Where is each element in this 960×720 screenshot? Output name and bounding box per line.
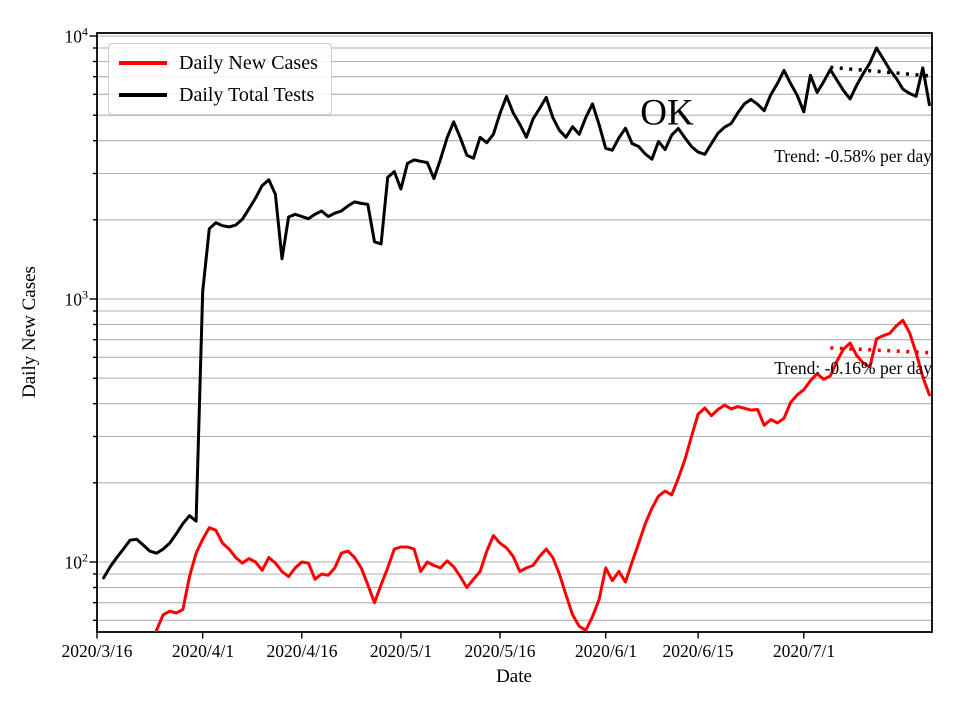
series-line-daily-total-tests	[102, 46, 931, 580]
x-tick-label: 2020/5/1	[369, 641, 433, 661]
x-tick-label: 2020/4/1	[171, 641, 235, 661]
axis-ticks	[89, 35, 805, 639]
trend-annotation-cases: Trend: -0.16% per day	[774, 358, 932, 378]
y-tick-label: 104	[64, 24, 89, 47]
legend-line-sample-tests	[119, 93, 167, 97]
x-axis-title: Date	[496, 666, 532, 687]
legend-label-cases: Daily New Cases	[179, 51, 318, 74]
x-tick-label: 2020/7/1	[772, 641, 836, 661]
legend-label-tests: Daily Total Tests	[179, 83, 315, 106]
legend-item-new-cases: Daily New Cases	[109, 50, 331, 76]
y-tick-label: 102	[64, 550, 89, 573]
x-tick-label: 2020/5/16	[464, 641, 536, 661]
x-tick-label: 2020/6/1	[574, 641, 638, 661]
trend-line-tests-trend	[830, 65, 930, 78]
legend-item-total-tests: Daily Total Tests	[109, 82, 331, 108]
trend-annotation-tests: Trend: -0.58% per day	[774, 146, 932, 166]
series-line-daily-new-cases	[154, 318, 931, 632]
legend: Daily New Cases Daily Total Tests	[108, 43, 332, 115]
plot-border	[96, 32, 933, 633]
legend-line-sample-cases	[119, 61, 167, 65]
state-label: OK	[640, 92, 694, 134]
gridlines	[97, 35, 932, 621]
y-tick-label: 103	[64, 287, 89, 310]
trend-line-cases-trend	[830, 346, 930, 355]
x-tick-label: 2020/4/16	[266, 641, 338, 661]
x-tick-label: 2020/3/16	[61, 641, 133, 661]
x-tick-label: 2020/6/15	[662, 641, 734, 661]
y-axis-title: Daily New Cases	[19, 266, 40, 398]
